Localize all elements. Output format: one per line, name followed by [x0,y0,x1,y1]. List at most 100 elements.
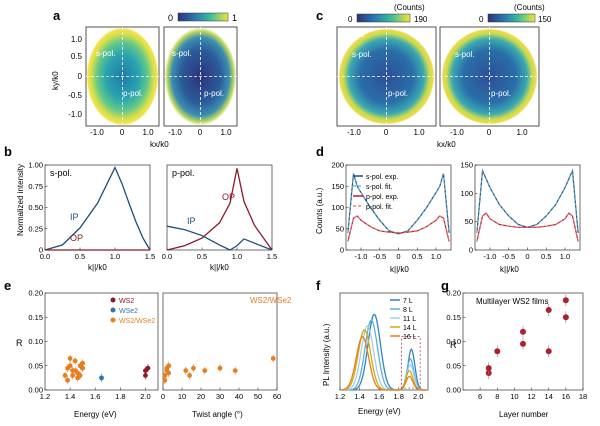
panel-e-xlabel-left: Energy (eV) [74,410,117,419]
x-tick-label: 0.5 [412,252,422,261]
panel-b-p-title: p-pol. [172,168,195,178]
colorbar-a-max: 1 [232,13,237,23]
map-wse2: WSe2 exp. s-pol. p-pol. [336,26,437,127]
panel-a-xlabel: kx/k0 [150,140,169,149]
svg-text:p-pol. exp.: p-pol. exp. [366,194,399,201]
y-tick-label: 50 [336,224,344,233]
series-line-ip [44,165,151,251]
spectrum-line [341,319,427,391]
series-line-fit [347,215,450,242]
y-tick-label: 0.25 [28,224,43,233]
data-point [99,375,104,381]
map-wse2-tag: WSe2 [340,29,365,39]
chart-b-left: 0.0 0.5 1.0 1.5 0 0.25 0.50 0.75 1.00 [28,161,155,262]
chart-d-left: -1.0 -0.5 0 0.5 1.0 0 50 100 150 200 [331,161,452,261]
data-point [70,373,76,378]
x-tick-label: -1.0 [484,252,497,261]
series-line-exp [476,168,579,234]
data-point [67,363,73,369]
plot-frame [166,164,273,251]
legend-label: 11 L [403,316,416,323]
map-tde-spol: s-pol. [455,50,475,59]
x-tick-label: 18 [579,392,587,401]
x-tick-label: 6 [478,392,482,401]
x-tick-label: 1.8 [115,392,125,401]
panel-b-ip-right: IP [187,216,196,226]
panel-letter-e: e [4,278,11,293]
panel-g-ylabel: R [450,340,457,350]
x-tick-label: 1.6 [374,392,384,401]
x-tick-label: -0.5 [373,252,386,261]
x-tick-label: 10 [510,392,518,401]
data-point [77,373,83,378]
map-ip-spol: s-pol. [96,49,116,58]
legend-label: 14 L [403,325,417,332]
panel-a-xticks: -1.0 0 1.0 -1.0 0 1.0 [90,128,232,137]
y-tick-label: 0 [39,246,43,255]
data-point [80,360,86,366]
x-tick-label: 1.0 [431,252,441,261]
svg-text:1.0: 1.0 [413,128,425,137]
panel-e-ylabel: R [16,338,23,348]
plot-frame [474,164,581,251]
y-tick-label: 0.75 [28,182,43,191]
panel-g-xlabel: Layer number [499,410,549,419]
x-tick-label: 0.0 [162,252,172,261]
data-point [67,356,73,361]
data-point [143,373,148,378]
data-point [232,368,238,373]
y-tick-label: 0 [469,246,473,255]
x-tick-label: 10 [178,392,186,401]
data-point [62,373,68,378]
map-op-ppol: p-pol. [204,89,224,98]
panel-letter-a: a [53,8,61,23]
panel-letter-b: b [4,144,12,159]
cb2-min: 0 [479,15,484,24]
map-wse2-spol: s-pol. [352,50,372,59]
map-tde: TDE exp. s-pol. p-pol. [439,26,540,127]
panel-d-xlabel-left: k||/k0 [390,265,409,274]
x-tick-label: 60 [273,392,281,401]
x-tick-label: 2.0 [140,392,150,401]
cb1-max: 190 [414,15,428,24]
data-point [162,373,168,378]
data-point [72,358,78,364]
panel-b-ylabel: Normalized intensity [16,164,25,236]
data-point [545,348,552,355]
x-tick-label: 0 [396,252,400,261]
x-tick-label: 20 [197,392,205,401]
svg-text:1.0: 1.0 [516,128,528,137]
map-wse2-exp: exp. [414,30,429,39]
map-op: OP cal. s-pol. p-pol. [163,26,238,127]
x-tick-label: 2.0 [413,392,423,401]
y-tick-label: 0.50 [28,203,43,212]
plot-frame [345,164,452,251]
spectrum-line [341,313,427,391]
svg-text:-1.0: -1.0 [90,128,104,137]
svg-text:WS2: WS2 [119,298,134,305]
panel-letter-g: g [441,278,449,293]
map-tde-tag: TDE [443,29,461,39]
svg-text:WS2/WSe2: WS2/WSe2 [119,318,155,325]
x-tick-label: 1.0 [560,252,570,261]
x-tick-label: 1.8 [393,392,403,401]
data-point [187,373,193,378]
series-line-exp [347,215,450,242]
data-point [202,368,208,373]
spectrum-line [341,325,427,391]
legend-label: 8 L [403,307,413,314]
y-tick-label: 100 [460,189,473,198]
panel-b-s-title: s-pol. [50,168,72,178]
data-point [65,377,70,383]
data-point [191,365,196,371]
map-ip: IP cal. s-pol. p-pol. [85,26,160,127]
y-tick-label: 0.15 [28,313,43,322]
y-tick-label: 0.10 [446,337,461,346]
svg-text:p-pol. fit.: p-pol. fit. [366,204,393,211]
cb2-title: (Counts) [514,3,545,12]
map-wse2-ppol: p-pol. [388,89,408,98]
y-tick-label: 0.15 [446,313,461,322]
data-point [545,306,552,313]
colorbar-c1 [356,13,411,23]
colorbar-a-min: 0 [168,13,173,23]
